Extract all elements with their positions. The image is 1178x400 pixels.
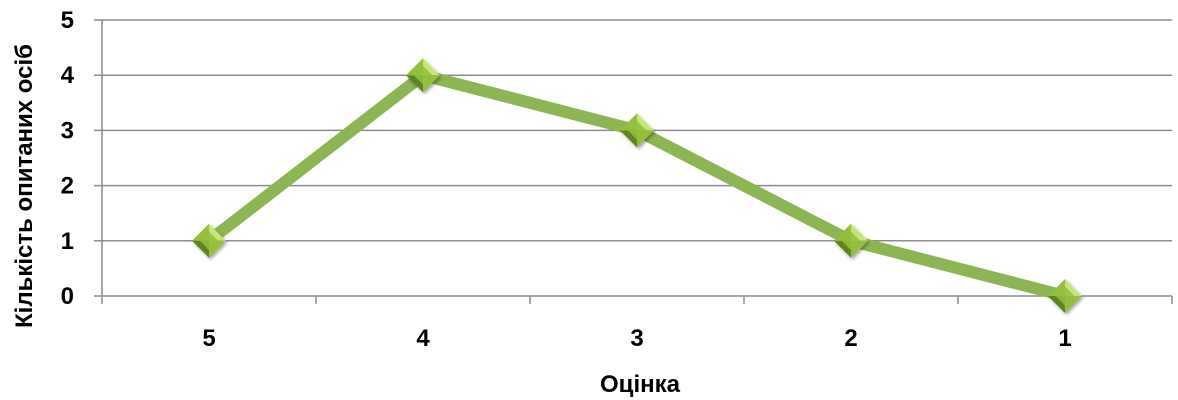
y-tick-label-2: 2 — [61, 173, 74, 200]
y-tick-label-4: 4 — [61, 62, 75, 89]
y-tick-label-1: 1 — [61, 228, 74, 255]
tick-labels: 0 1 2 3 4 5 5 4 3 2 1 — [61, 7, 1072, 352]
x-tick-label-4: 4 — [416, 325, 430, 352]
y-tick-label-0: 0 — [61, 283, 74, 310]
x-tick-label-1: 1 — [1058, 325, 1071, 352]
x-axis-title: Оцінка — [600, 371, 681, 398]
data-point-5 — [192, 223, 226, 258]
y-tick-label-3: 3 — [61, 117, 74, 144]
y-axis-title: Кількість опитаних осіб — [11, 44, 38, 328]
markers — [192, 58, 1082, 313]
data-point-2 — [834, 223, 868, 258]
axes — [94, 19, 1173, 304]
x-tick-label-3: 3 — [630, 325, 643, 352]
y-tick-label-5: 5 — [61, 7, 74, 34]
data-point-4 — [406, 58, 440, 93]
data-point-3 — [620, 113, 654, 148]
x-tick-label-2: 2 — [844, 325, 857, 352]
data-point-1 — [1048, 279, 1082, 313]
x-tick-label-5: 5 — [202, 325, 215, 352]
